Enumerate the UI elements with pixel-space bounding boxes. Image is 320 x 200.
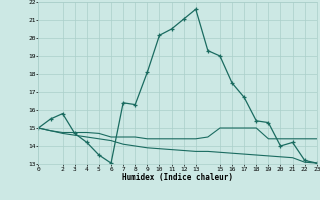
X-axis label: Humidex (Indice chaleur): Humidex (Indice chaleur) <box>122 173 233 182</box>
